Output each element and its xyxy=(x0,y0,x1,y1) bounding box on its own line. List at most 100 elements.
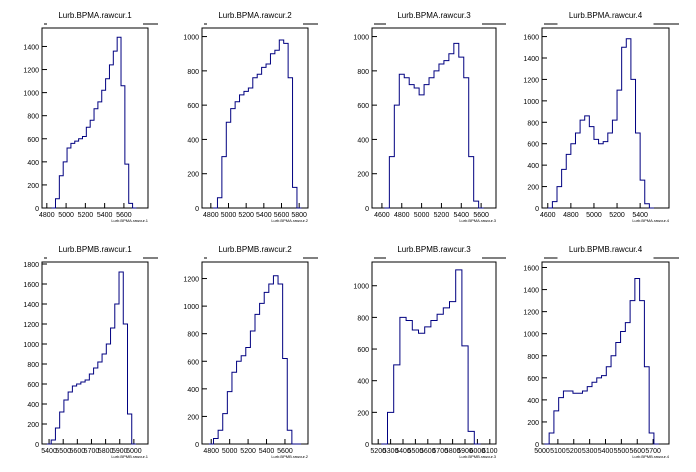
histogram-bin xyxy=(571,144,576,208)
plot-frame xyxy=(41,27,149,209)
histogram-bin xyxy=(585,116,590,208)
histogram-bin xyxy=(589,127,594,208)
histogram-panel: Lurb.BPMB.rawcur.2 0 200 400 600 800 1000 1200 4… xyxy=(183,245,318,459)
histogram-bin xyxy=(214,438,219,444)
y-tick-label: 800 xyxy=(187,69,199,76)
histogram-bin xyxy=(123,324,127,444)
histogram-bin xyxy=(582,391,587,444)
chart-title: Lurb.BPMA.rawcur.3 xyxy=(397,11,471,20)
x-tick-label: 5000 xyxy=(586,212,602,219)
y-tick-label: 400 xyxy=(187,387,199,394)
x-tick-label: 5000 xyxy=(58,212,74,219)
plot-frame xyxy=(201,261,309,445)
histogram-bin xyxy=(71,143,75,208)
histogram-bin xyxy=(434,71,439,208)
histogram-series xyxy=(381,269,481,445)
y-tick-label: 1600 xyxy=(523,266,539,273)
x-tick-label: 5400 xyxy=(256,212,272,219)
histogram-bin xyxy=(266,64,270,208)
chart-title: Lurb.BPMA.rawcur.2 xyxy=(218,11,292,20)
y-tick-label: 0 xyxy=(195,206,199,213)
y-tick-label: 600 xyxy=(357,103,369,110)
histogram-series xyxy=(547,38,654,209)
histogram-bin xyxy=(549,433,554,444)
histogram-bin xyxy=(608,133,613,208)
histogram-bin xyxy=(573,393,578,444)
histogram-bin xyxy=(283,359,288,444)
histogram-bin xyxy=(68,392,72,444)
x-tick-label: 5400 xyxy=(395,448,411,455)
x-tick-label: 4800 xyxy=(563,212,579,219)
histogram-bin xyxy=(429,78,434,208)
histogram-bin xyxy=(474,201,479,208)
x-axis-label: Lurb.BPMB.rawcur.1 xyxy=(111,454,148,459)
x-tick-label: 5000 xyxy=(534,448,550,455)
histogram-bin xyxy=(67,148,71,208)
x-tick-label: 5000 xyxy=(414,212,430,219)
histogram-bin xyxy=(631,79,636,208)
x-tick-label: 5600 xyxy=(70,448,86,455)
y-tick-label: 200 xyxy=(27,183,39,190)
x-tick-label: 5000 xyxy=(221,212,237,219)
chart-title: Lurb.BPMB.rawcur.2 xyxy=(218,245,292,254)
x-tick-label: 5500 xyxy=(614,448,630,455)
y-tick-label: 400 xyxy=(527,163,539,170)
histogram-bin xyxy=(414,88,419,208)
histogram-bin xyxy=(75,141,79,208)
histogram-series xyxy=(46,271,136,445)
histogram-bin xyxy=(640,301,645,444)
y-tick-label: 1200 xyxy=(183,277,199,284)
y-tick-label: 800 xyxy=(27,362,39,369)
histogram-bin xyxy=(630,301,635,444)
histogram-bin xyxy=(55,199,59,208)
x-tick-label: 5400 xyxy=(41,448,57,455)
histogram-bin xyxy=(217,198,221,208)
x-tick-label: 4800 xyxy=(394,212,410,219)
histogram-bin xyxy=(77,384,81,444)
x-tick-label: 5000 xyxy=(222,448,238,455)
histogram-bin xyxy=(94,368,98,444)
histogram-bin xyxy=(102,90,106,208)
x-tick-label: 5200 xyxy=(609,212,625,219)
y-tick-label: 800 xyxy=(357,315,369,322)
histogram-bin xyxy=(129,203,133,208)
histogram-bin xyxy=(599,144,604,208)
y-tick-label: 1000 xyxy=(353,284,369,291)
histogram-bin xyxy=(85,380,89,444)
histogram-bin xyxy=(454,43,459,208)
histogram-bin xyxy=(562,169,567,208)
x-tick-label: 5400 xyxy=(97,212,113,219)
histogram-bin xyxy=(60,412,64,444)
y-tick-label: 0 xyxy=(535,206,539,213)
y-tick-label: 600 xyxy=(187,359,199,366)
histogram-bin xyxy=(425,327,431,444)
histogram-bin xyxy=(412,330,418,444)
histogram-bin xyxy=(119,272,123,444)
histogram-bin xyxy=(456,270,462,444)
histogram-bin xyxy=(404,78,409,208)
x-tick-label: 5400 xyxy=(453,212,469,219)
x-tick-label: 5200 xyxy=(238,212,254,219)
histogram-bin xyxy=(231,109,235,208)
y-tick-label: 1000 xyxy=(23,342,39,349)
histogram-bin xyxy=(449,54,454,208)
x-tick-label: 4800 xyxy=(203,212,219,219)
histogram-bin xyxy=(612,120,617,208)
histogram-series xyxy=(213,39,302,209)
y-tick-label: 600 xyxy=(187,103,199,110)
y-tick-label: 1400 xyxy=(23,302,39,309)
x-tick-label: 5800 xyxy=(445,448,461,455)
histogram-bin xyxy=(406,321,412,444)
y-tick-label: 1000 xyxy=(353,35,369,42)
x-tick-label: 5100 xyxy=(550,448,566,455)
histogram-bin xyxy=(275,50,279,208)
histogram-series xyxy=(384,42,484,209)
x-tick-label: 5500 xyxy=(408,448,424,455)
x-tick-label: 5400 xyxy=(632,212,648,219)
histogram-bin xyxy=(389,157,394,208)
histogram-bin xyxy=(241,356,246,444)
y-tick-label: 1200 xyxy=(523,77,539,84)
y-tick-label: 600 xyxy=(357,347,369,354)
y-tick-label: 0 xyxy=(535,442,539,449)
